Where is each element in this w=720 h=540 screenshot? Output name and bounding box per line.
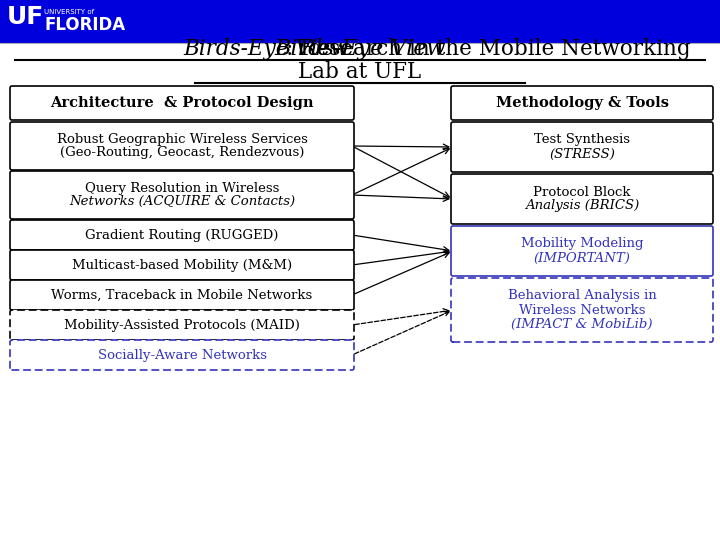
Text: Behavioral Analysis in: Behavioral Analysis in (508, 289, 657, 302)
FancyBboxPatch shape (451, 122, 713, 172)
FancyBboxPatch shape (451, 226, 713, 276)
Text: Worms, Traceback in Mobile Networks: Worms, Traceback in Mobile Networks (51, 288, 312, 301)
Text: Wireless Networks: Wireless Networks (518, 303, 645, 316)
Text: Robust Geographic Wireless Services: Robust Geographic Wireless Services (57, 133, 307, 146)
Text: Mobility-Assisted Protocols (MAID): Mobility-Assisted Protocols (MAID) (64, 319, 300, 332)
Text: Mobility Modeling: Mobility Modeling (521, 238, 643, 251)
Text: Methodology & Tools: Methodology & Tools (495, 96, 668, 110)
Text: Socially-Aware Networks: Socially-Aware Networks (97, 348, 266, 361)
Text: UF: UF (7, 5, 44, 29)
Text: Test Synthesis: Test Synthesis (534, 133, 630, 146)
FancyBboxPatch shape (10, 171, 354, 219)
Text: Protocol Block: Protocol Block (534, 186, 631, 199)
FancyBboxPatch shape (10, 220, 354, 250)
Text: Networks (ACQUIRE & Contacts): Networks (ACQUIRE & Contacts) (69, 195, 295, 208)
Text: Multicast-based Mobility (M&M): Multicast-based Mobility (M&M) (72, 259, 292, 272)
Text: (IMPORTANT): (IMPORTANT) (534, 252, 631, 265)
Text: Birds-Eye View: Birds-Eye View (274, 38, 446, 60)
Text: Birds-Eye View: Birds-Eye View (183, 38, 348, 60)
Text: Gradient Routing (RUGGED): Gradient Routing (RUGGED) (85, 228, 279, 241)
Text: (Geo-Routing, Geocast, Rendezvous): (Geo-Routing, Geocast, Rendezvous) (60, 146, 304, 159)
FancyBboxPatch shape (451, 86, 713, 120)
FancyBboxPatch shape (451, 174, 713, 224)
Text: Analysis (BRICS): Analysis (BRICS) (525, 199, 639, 213)
Text: FLORIDA: FLORIDA (44, 16, 125, 34)
Bar (0, 0, 720, 42)
FancyBboxPatch shape (10, 340, 354, 370)
FancyBboxPatch shape (10, 250, 354, 280)
Text: (IMPACT & MobiLib): (IMPACT & MobiLib) (511, 318, 653, 330)
FancyBboxPatch shape (10, 122, 354, 170)
Text: UNIVERSITY of: UNIVERSITY of (44, 9, 94, 15)
Text: : Research in the Mobile Networking: : Research in the Mobile Networking (183, 38, 690, 60)
Text: Lab at UFL: Lab at UFL (298, 61, 422, 83)
Text: (STRESS): (STRESS) (549, 147, 615, 160)
FancyBboxPatch shape (10, 86, 354, 120)
Text: Query Resolution in Wireless: Query Resolution in Wireless (85, 182, 279, 195)
Text: Architecture  & Protocol Design: Architecture & Protocol Design (50, 96, 314, 110)
FancyBboxPatch shape (10, 280, 354, 310)
FancyBboxPatch shape (451, 278, 713, 342)
FancyBboxPatch shape (10, 310, 354, 340)
